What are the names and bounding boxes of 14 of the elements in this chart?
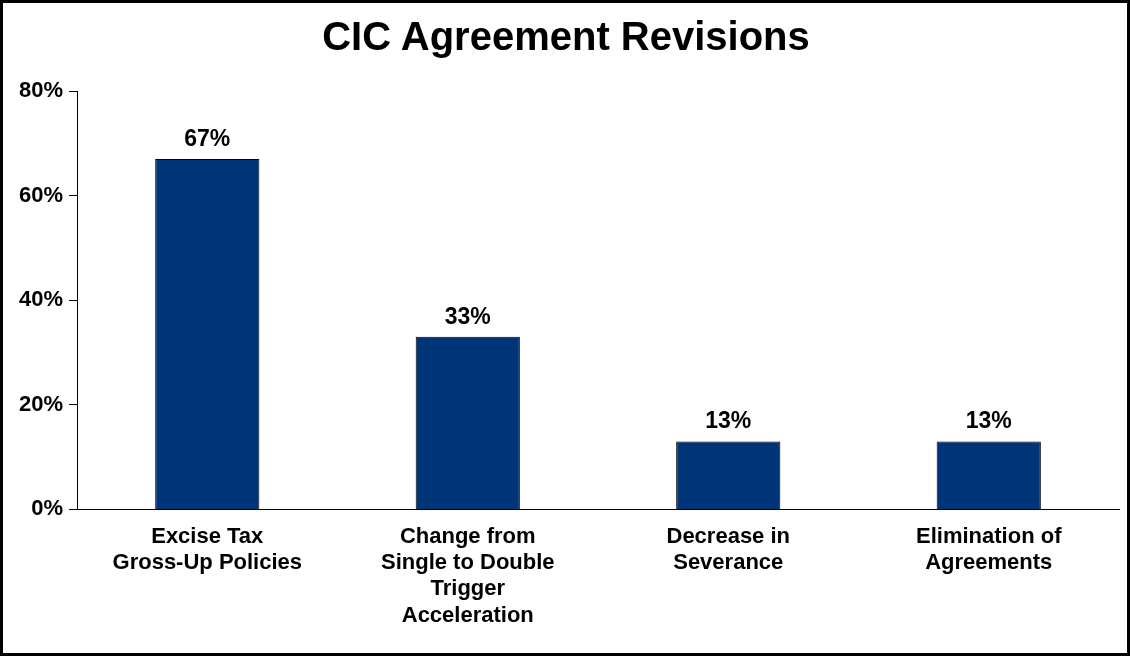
data-label: 13% xyxy=(965,407,1012,434)
x-tick-label: Decrease in Severance xyxy=(666,522,791,575)
y-tick-label: 60% xyxy=(18,181,64,207)
y-tick-label: 80% xyxy=(18,77,64,103)
x-tick-label: Change from Single to Double Trigger Acceleration xyxy=(380,522,555,627)
data-label: 33% xyxy=(444,302,491,329)
x-tick-label: Elimination of Agreements xyxy=(916,522,1063,575)
x-tick-label: Excise Tax Gross-Up Policies xyxy=(112,522,303,575)
y-tick-label: 0% xyxy=(31,495,64,521)
y-tick-label: 20% xyxy=(18,390,64,416)
chart-title: CIC Agreement Revisions xyxy=(322,14,810,59)
data-label: 67% xyxy=(184,124,231,151)
y-tick-label: 40% xyxy=(18,286,64,312)
data-label: 13% xyxy=(705,407,752,434)
